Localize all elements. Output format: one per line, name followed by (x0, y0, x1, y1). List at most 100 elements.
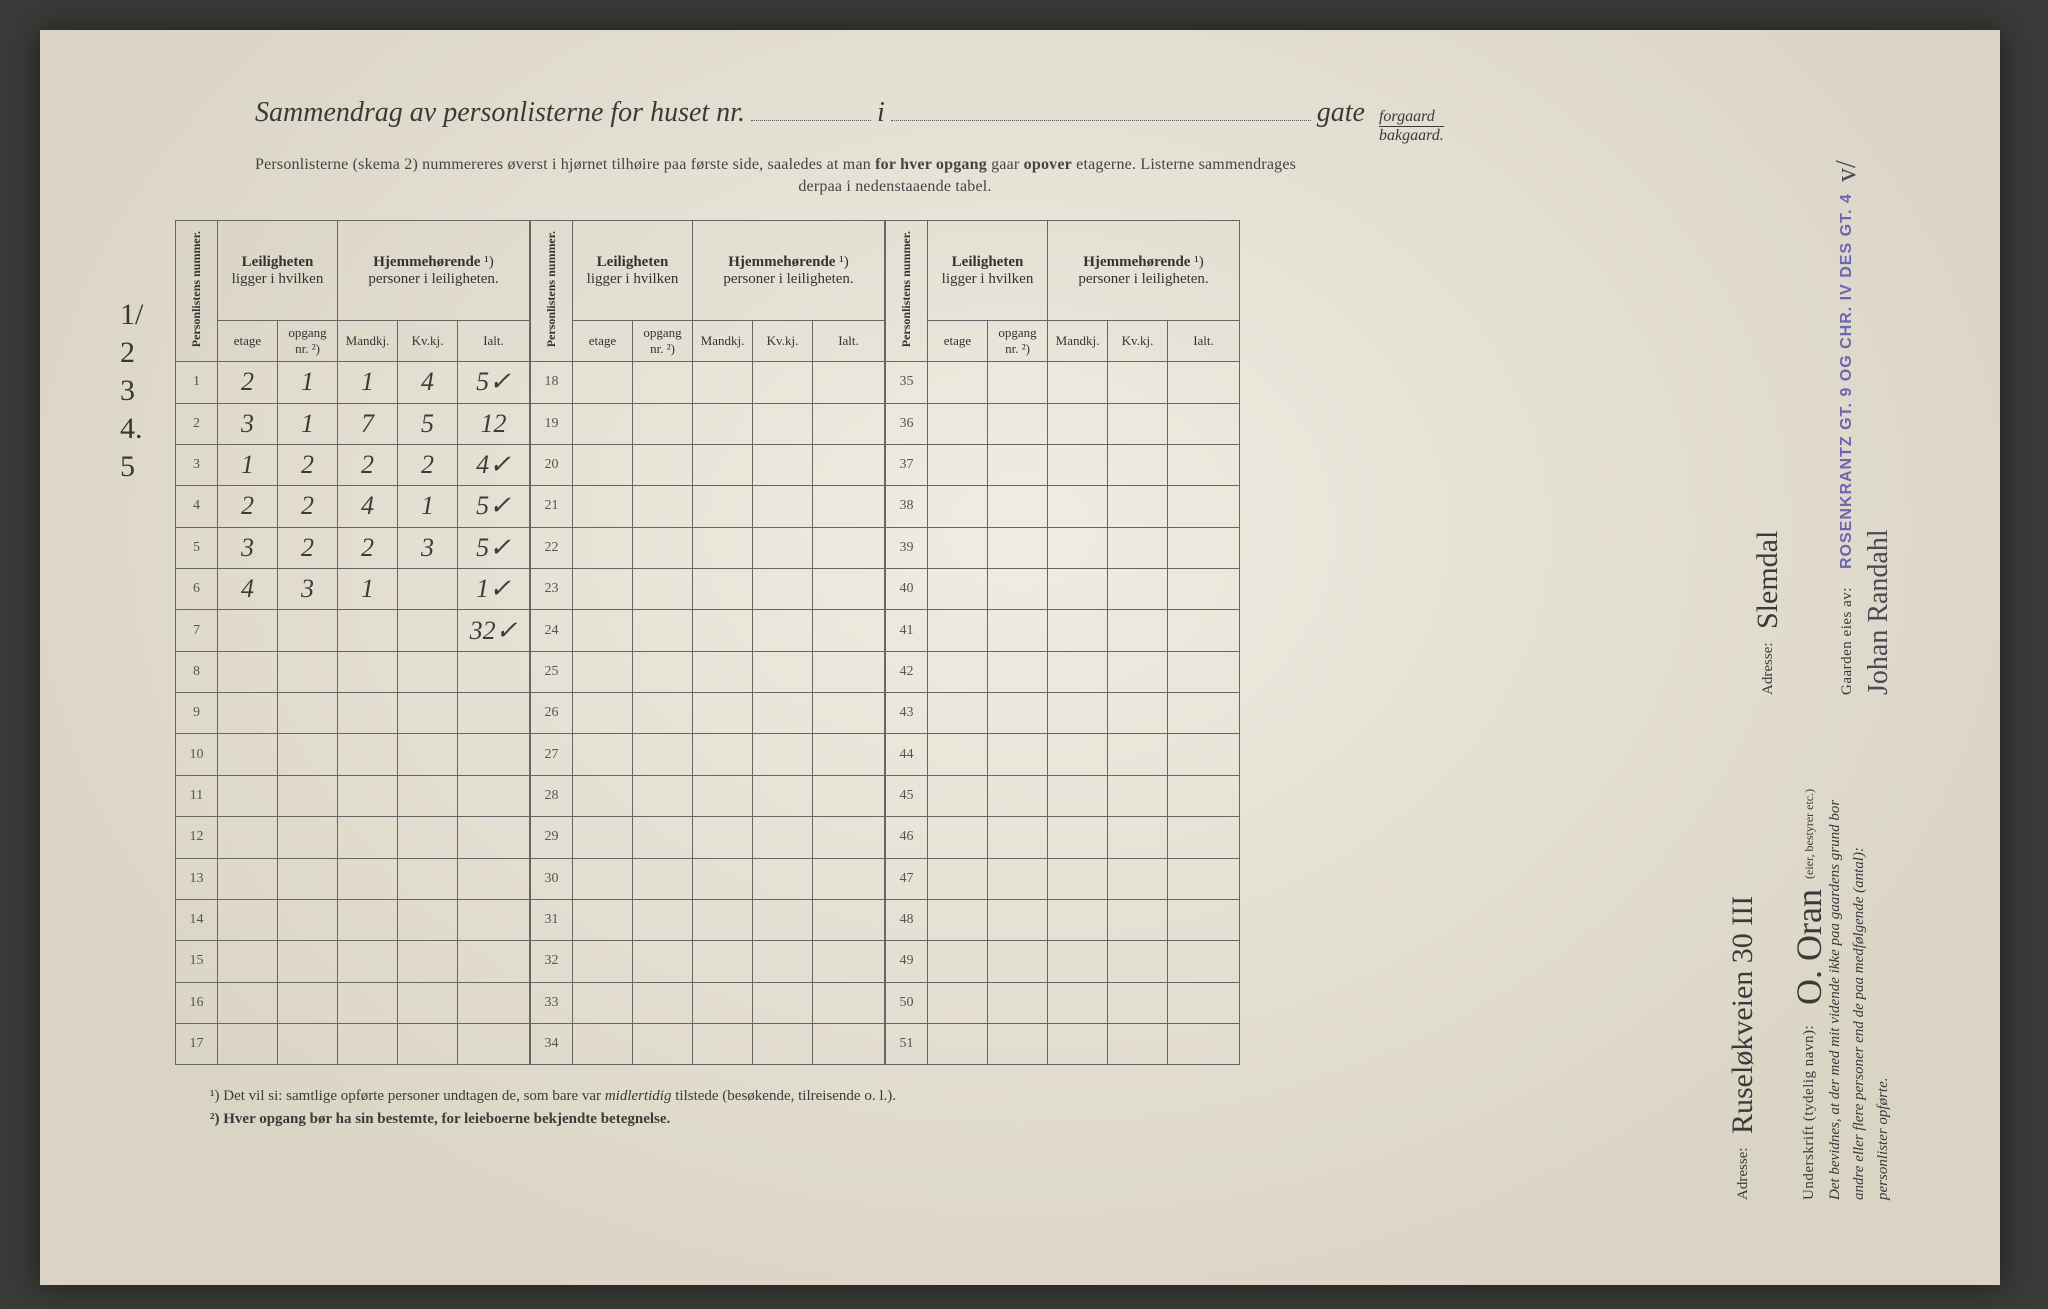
cell-opgang (278, 982, 338, 1023)
row-index: 27 (531, 734, 573, 775)
cell-mandkj (693, 693, 753, 734)
cell-ialt (813, 941, 885, 982)
cell-ialt (813, 486, 885, 527)
cell-opgang (633, 651, 693, 692)
cell-kvkj (1108, 651, 1168, 692)
table-row: 23 (531, 569, 885, 610)
cell-opgang: 2 (278, 486, 338, 527)
cell-etage (928, 362, 988, 403)
cell-opgang (633, 569, 693, 610)
col-leiligheten: Leilighetenligger i hvilken (218, 221, 338, 321)
cell-kvkj (753, 362, 813, 403)
cell-opgang (988, 444, 1048, 485)
cell-mandkj (338, 610, 398, 651)
cell-ialt (1168, 362, 1240, 403)
cell-kvkj (398, 569, 458, 610)
cell-etage (928, 858, 988, 899)
row-index: 5 (176, 527, 218, 568)
table-row: 34 (531, 1023, 885, 1064)
cell-ialt (1168, 651, 1240, 692)
cell-opgang: 2 (278, 444, 338, 485)
row-index: 6 (176, 569, 218, 610)
row-index: 51 (886, 1023, 928, 1064)
row-index: 15 (176, 941, 218, 982)
cell-kvkj (1108, 527, 1168, 568)
row-index: 8 (176, 651, 218, 692)
table-row: 37 (886, 444, 1240, 485)
fn1-a: ¹) Det vil si: samtlige opførte personer… (210, 1088, 601, 1104)
cell-opgang: 1 (278, 362, 338, 403)
cell-ialt (458, 858, 530, 899)
row-index: 12 (176, 817, 218, 858)
cell-opgang (633, 734, 693, 775)
cell-ialt (1168, 775, 1240, 816)
cell-kvkj (753, 817, 813, 858)
cell-ialt: 4✓ (458, 444, 530, 485)
cell-opgang (633, 941, 693, 982)
table-row: 422415✓ (176, 486, 530, 527)
cell-kvkj (753, 1023, 813, 1064)
cell-mandkj (1048, 941, 1108, 982)
cell-kvkj (398, 610, 458, 651)
row-index: 50 (886, 982, 928, 1023)
table-row: 18 (531, 362, 885, 403)
cell-etage (218, 817, 278, 858)
cell-ialt (813, 858, 885, 899)
cell-etage: 3 (218, 527, 278, 568)
cell-ialt (458, 941, 530, 982)
cell-kvkj (398, 693, 458, 734)
cell-kvkj (1108, 693, 1168, 734)
cell-mandkj (693, 527, 753, 568)
signature-note: (eier, bestyrer etc.) (1802, 789, 1816, 879)
cell-ialt (813, 1023, 885, 1064)
col-personlistens: Personlistens nummer. (886, 221, 928, 362)
cell-kvkj (753, 734, 813, 775)
cell-ialt (458, 982, 530, 1023)
sub-b2: opover (1024, 156, 1072, 173)
row-index: 25 (531, 651, 573, 692)
cell-opgang (278, 899, 338, 940)
row-index: 21 (531, 486, 573, 527)
forgaard: forgaard (1379, 109, 1444, 126)
cell-etage (573, 693, 633, 734)
cell-mandkj (1048, 693, 1108, 734)
table-row: 30 (531, 858, 885, 899)
cell-mandkj (338, 941, 398, 982)
cell-mandkj (1048, 527, 1108, 568)
cell-etage (928, 444, 988, 485)
sub-4: derpaa i nedenstaaende tabel. (255, 176, 1535, 198)
cell-kvkj (753, 693, 813, 734)
cell-kvkj (1108, 444, 1168, 485)
cell-mandkj: 1 (338, 569, 398, 610)
col-etage: etage (573, 321, 633, 362)
cell-kvkj (1108, 817, 1168, 858)
row-index: 35 (886, 362, 928, 403)
subtitle: Personlisterne (skema 2) nummereres øver… (255, 154, 1535, 197)
cell-opgang (988, 1023, 1048, 1064)
cell-mandkj (1048, 858, 1108, 899)
table-row: 26 (531, 693, 885, 734)
cell-kvkj (1108, 734, 1168, 775)
cell-kvkj (1108, 941, 1168, 982)
cell-kvkj (1108, 1023, 1168, 1064)
sub-3: etagerne. Listerne sammendrages (1076, 156, 1296, 173)
cell-kvkj (1108, 858, 1168, 899)
table-row: 33 (531, 982, 885, 1023)
cell-ialt (1168, 817, 1240, 858)
cell-etage (573, 899, 633, 940)
row-index: 2 (176, 403, 218, 444)
cell-mandkj (693, 444, 753, 485)
cell-etage (928, 403, 988, 444)
cell-mandkj (693, 899, 753, 940)
cell-etage (218, 1023, 278, 1064)
cell-etage (218, 982, 278, 1023)
cell-mandkj (1048, 982, 1108, 1023)
cell-etage: 2 (218, 486, 278, 527)
row-index: 24 (531, 610, 573, 651)
cell-kvkj (753, 527, 813, 568)
cell-etage: 1 (218, 444, 278, 485)
cell-etage (573, 403, 633, 444)
cell-opgang (988, 362, 1048, 403)
cell-opgang (633, 899, 693, 940)
summary-table-block: Personlistens nummer.Leilighetenligger i… (530, 220, 885, 1065)
